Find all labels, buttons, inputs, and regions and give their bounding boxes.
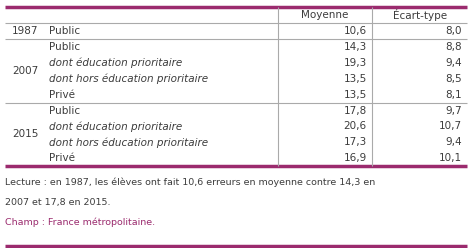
Text: 13,5: 13,5: [344, 90, 367, 100]
Text: dont éducation prioritaire: dont éducation prioritaire: [49, 58, 183, 68]
Text: 8,1: 8,1: [445, 90, 462, 100]
Text: 2007 et 17,8 en 2015.: 2007 et 17,8 en 2015.: [5, 198, 110, 207]
Text: dont hors éducation prioritaire: dont hors éducation prioritaire: [49, 74, 208, 84]
Text: 20,6: 20,6: [344, 122, 367, 131]
Text: 13,5: 13,5: [344, 74, 367, 84]
Text: 17,3: 17,3: [344, 137, 367, 147]
Text: 10,1: 10,1: [438, 153, 462, 163]
Text: Moyenne: Moyenne: [301, 10, 349, 20]
Text: 14,3: 14,3: [344, 42, 367, 52]
Text: Lecture : en 1987, les élèves ont fait 10,6 erreurs en moyenne contre 14,3 en: Lecture : en 1987, les élèves ont fait 1…: [5, 178, 375, 187]
Text: 17,8: 17,8: [344, 106, 367, 116]
Text: 9,4: 9,4: [445, 58, 462, 68]
Text: 1987: 1987: [12, 26, 39, 36]
Text: Champ : France métropolitaine.: Champ : France métropolitaine.: [5, 217, 155, 227]
Text: dont éducation prioritaire: dont éducation prioritaire: [49, 121, 183, 132]
Text: Public: Public: [49, 106, 80, 116]
Text: 10,6: 10,6: [344, 26, 367, 36]
Text: 8,8: 8,8: [445, 42, 462, 52]
Text: 2015: 2015: [12, 129, 39, 139]
Text: Privé: Privé: [49, 90, 75, 100]
Text: 16,9: 16,9: [344, 153, 367, 163]
Text: Public: Public: [49, 26, 80, 36]
Text: 9,4: 9,4: [445, 137, 462, 147]
Text: 8,0: 8,0: [445, 26, 462, 36]
Text: 9,7: 9,7: [445, 106, 462, 116]
Text: Public: Public: [49, 42, 80, 52]
Text: Écart-type: Écart-type: [393, 9, 447, 21]
Text: 2007: 2007: [12, 66, 39, 76]
Text: Privé: Privé: [49, 153, 75, 163]
Text: 8,5: 8,5: [445, 74, 462, 84]
Text: 10,7: 10,7: [438, 122, 462, 131]
Text: 19,3: 19,3: [344, 58, 367, 68]
Text: dont hors éducation prioritaire: dont hors éducation prioritaire: [49, 137, 208, 148]
